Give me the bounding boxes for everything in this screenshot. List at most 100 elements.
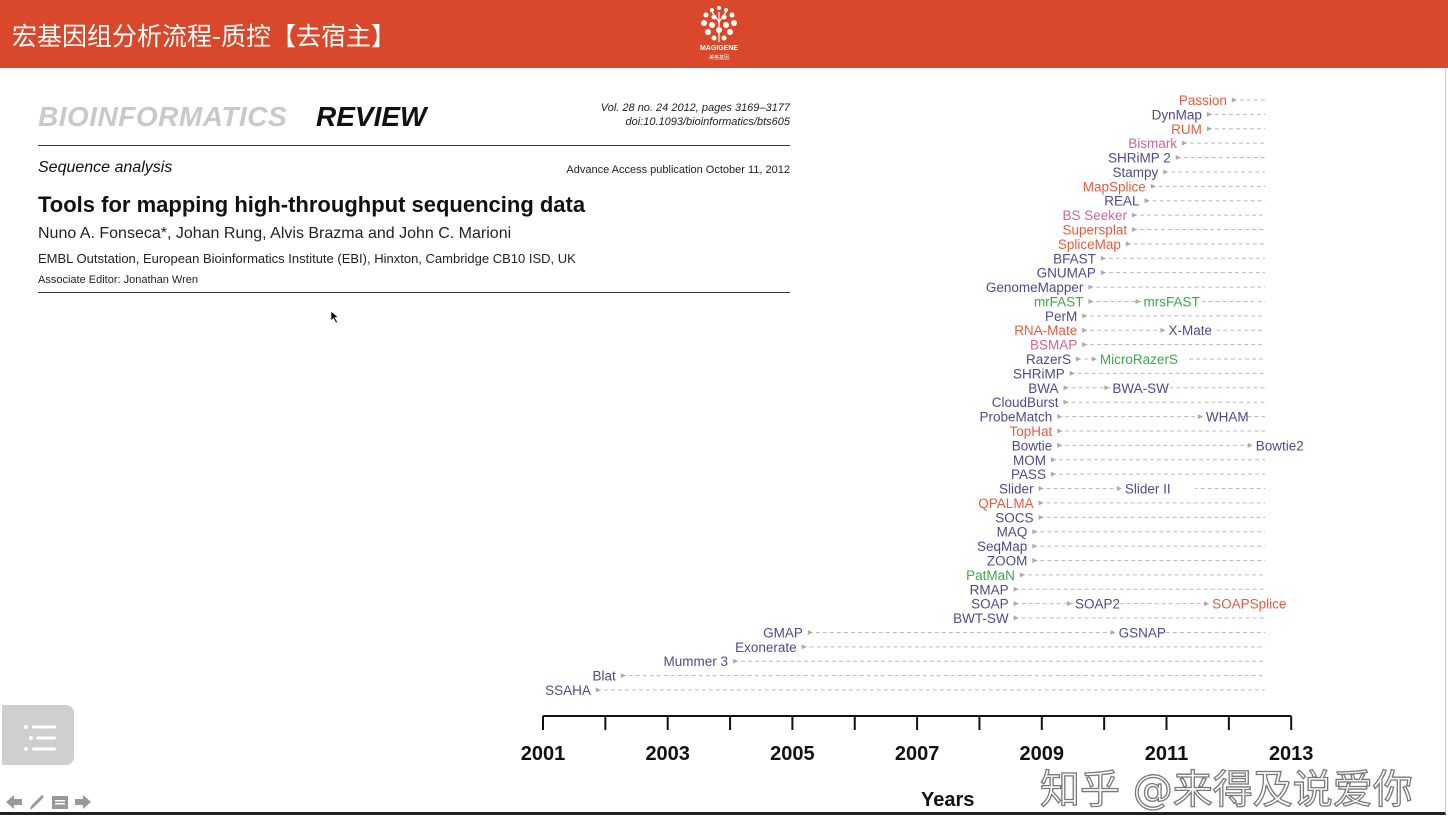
tool-label: SHRiMP: [1013, 366, 1065, 381]
arrow-marker: [1063, 399, 1069, 405]
label-background: [1253, 437, 1311, 453]
tool-label: RUM: [1171, 122, 1202, 137]
arrow-marker: [1110, 629, 1116, 635]
arrow-marker: [1013, 615, 1019, 621]
tool-label: PatMaN: [966, 568, 1015, 583]
arrow-marker: [1057, 414, 1063, 420]
arrow-marker: [1125, 241, 1131, 247]
tool-label: SOCS: [995, 510, 1033, 525]
slide-canvas: [0, 68, 1446, 815]
tool-label: REAL: [1104, 194, 1140, 209]
tool-label: PerM: [1045, 309, 1077, 324]
arrow-marker: [1032, 529, 1038, 535]
prev-arrow-icon[interactable]: [4, 792, 24, 812]
x-tick-label: 2013: [1269, 743, 1314, 765]
pen-icon[interactable]: [27, 792, 47, 812]
tool-label: Blat: [593, 669, 617, 684]
slide-nav-controls: [4, 792, 93, 812]
tool-label: CloudBurst: [992, 395, 1059, 410]
notes-icon[interactable]: [50, 792, 70, 812]
tool-label: SSAHA: [545, 683, 591, 698]
arrow-marker: [1088, 298, 1094, 304]
tool-label: SpliceMap: [1058, 237, 1121, 252]
section-label: Sequence analysis: [38, 159, 173, 176]
arrow-marker: [1204, 601, 1210, 607]
tool-label: Slider: [999, 482, 1034, 497]
tree-logo-icon: [701, 6, 737, 42]
successor-tool-label: mrsFAST: [1144, 294, 1200, 309]
tool-label: Bismark: [1128, 136, 1177, 151]
divider: [38, 145, 790, 146]
tool-label: Stampy: [1112, 165, 1158, 180]
slide-menu-button[interactable]: [2, 705, 74, 765]
arrow-marker: [1051, 457, 1057, 463]
label-background: [1110, 379, 1160, 395]
paper-title: Tools for mapping high-throughput sequen…: [38, 192, 586, 217]
successor-tool-label: Slider II: [1125, 482, 1171, 497]
authors: Nuno A. Fonseca*, Johan Rung, Alvis Braz…: [38, 225, 512, 242]
tool-label: mrFAST: [1034, 294, 1084, 309]
arrow-marker: [1038, 486, 1044, 492]
arrow-marker: [1132, 227, 1138, 233]
arrow-marker: [1082, 313, 1088, 319]
tool-label: ProbeMatch: [979, 410, 1052, 425]
arrow-marker: [1132, 212, 1138, 218]
affiliation: EMBL Outstation, European Bioinformatics…: [38, 251, 576, 266]
arrow-marker: [1135, 298, 1141, 304]
successor-tool-label: BWA-SW: [1112, 381, 1169, 396]
tool-label: Bowtie: [1012, 438, 1053, 453]
arrow-marker: [1100, 270, 1106, 276]
arrow-marker: [1013, 601, 1019, 607]
tool-label: RMAP: [970, 582, 1009, 597]
arrow-marker: [1091, 356, 1097, 362]
tool-label: RazerS: [1026, 352, 1071, 367]
successor-tool-label: GSNAP: [1119, 625, 1166, 640]
x-tick-label: 2003: [645, 743, 690, 765]
arrow-marker: [1104, 385, 1110, 391]
label-background: [1210, 595, 1291, 611]
tool-label: GenomeMapper: [986, 280, 1084, 295]
label-background: [1097, 351, 1186, 367]
successor-tool-label: WHAM: [1206, 410, 1249, 425]
successor-tool-label: SOAP2: [1075, 597, 1120, 612]
arrow-marker: [1181, 140, 1187, 146]
next-arrow-icon[interactable]: [73, 792, 93, 812]
journal-name: BIOINFORMATICS: [38, 101, 288, 132]
arrow-marker: [595, 687, 601, 693]
associate-editor: Associate Editor: Jonathan Wren: [38, 274, 198, 286]
arrow-marker: [1019, 572, 1025, 578]
x-tick-label: 2007: [895, 743, 940, 765]
arrow-marker: [1032, 557, 1038, 563]
x-tick-label: 2009: [1020, 743, 1065, 765]
slide-header-bar: 宏基因组分析流程-质控【去宿主】 MAGIGENE 美格基因: [0, 0, 1448, 68]
arrow-marker: [1057, 428, 1063, 434]
arrow-marker: [1066, 601, 1072, 607]
arrow-marker: [1051, 471, 1057, 477]
arrow-marker: [1144, 198, 1150, 204]
arrow-marker: [801, 644, 807, 650]
arrow-marker: [1150, 183, 1156, 189]
tool-label: MAQ: [997, 525, 1028, 540]
list-icon: [24, 725, 56, 751]
arrow-marker: [1082, 327, 1088, 333]
x-tick-label: 2005: [770, 743, 815, 765]
tool-label: SOAP: [971, 597, 1009, 612]
tool-label: DynMap: [1152, 107, 1202, 122]
article-type: REVIEW: [316, 101, 427, 132]
arrow-marker: [1069, 370, 1075, 376]
tool-label: QPALMA: [978, 496, 1033, 511]
arrow-marker: [1163, 169, 1169, 175]
arrow-marker: [1057, 442, 1063, 448]
label-background: [1116, 624, 1159, 640]
arrow-marker: [1247, 442, 1253, 448]
arrow-marker: [1082, 342, 1088, 348]
tool-label: GNUMAP: [1037, 266, 1096, 281]
tool-label: Exonerate: [735, 640, 797, 655]
access-date: Advance Access publication October 11, 2…: [566, 164, 790, 176]
arrow-marker: [1160, 327, 1166, 333]
tool-label: BWT-SW: [953, 611, 1009, 626]
logo-brand-text: MAGIGENE: [699, 45, 739, 52]
tool-label: Mummer 3: [664, 654, 729, 669]
label-background: [1072, 595, 1115, 611]
tool-label: MapSplice: [1083, 179, 1146, 194]
